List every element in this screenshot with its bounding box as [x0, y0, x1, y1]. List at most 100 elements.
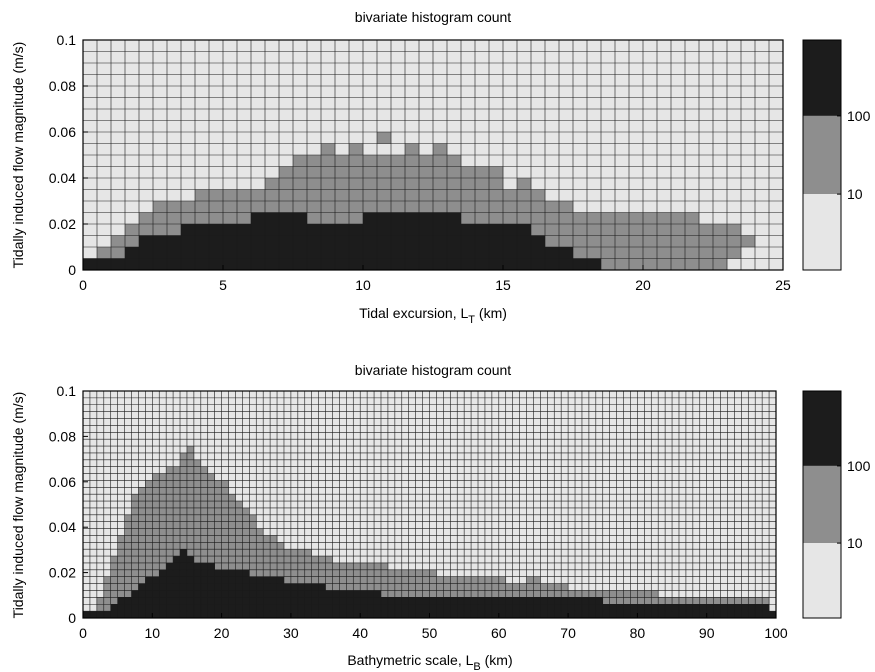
histogram-cell — [297, 597, 306, 605]
histogram-cell — [346, 597, 354, 605]
histogram-cell — [290, 562, 299, 571]
histogram-cell — [209, 247, 224, 259]
histogram-cell — [186, 487, 195, 495]
histogram-cell — [186, 446, 195, 454]
histogram-cell — [180, 549, 188, 557]
histogram-cell — [559, 235, 574, 248]
histogram-cell — [588, 597, 597, 605]
histogram-cell — [335, 247, 350, 259]
histogram-cell — [374, 597, 382, 605]
colorbar-tick-label: 100 — [847, 108, 871, 124]
histogram-cell — [180, 480, 188, 488]
histogram-cell — [207, 480, 215, 488]
histogram-cell — [601, 224, 616, 236]
histogram-cell — [214, 611, 222, 619]
histogram-cell — [699, 235, 714, 248]
histogram-cell — [228, 556, 236, 564]
histogram-cell — [265, 247, 280, 259]
histogram-cell — [242, 611, 250, 619]
histogram-cell — [180, 466, 188, 474]
histogram-cell — [209, 258, 224, 271]
histogram-cell — [297, 604, 306, 612]
histogram-cell — [321, 189, 336, 202]
histogram-cell — [637, 604, 645, 612]
histogram-cell — [616, 604, 624, 612]
histogram-cell — [321, 155, 336, 167]
histogram-cell — [405, 224, 420, 236]
histogram-cell — [573, 258, 588, 271]
histogram-cell — [159, 549, 167, 557]
histogram-cell — [615, 247, 630, 259]
histogram-cell — [221, 597, 229, 605]
histogram-cell — [200, 604, 209, 612]
histogram-cell — [450, 611, 458, 619]
histogram-cell — [304, 590, 312, 598]
histogram-cell — [512, 611, 520, 619]
histogram-cell — [547, 590, 555, 598]
histogram-cell — [166, 480, 174, 488]
histogram-cell — [270, 556, 278, 564]
histogram-cell — [180, 562, 188, 571]
histogram-cell — [699, 224, 714, 236]
histogram-cell — [517, 178, 532, 190]
histogram-cell — [293, 189, 308, 202]
histogram-cell — [173, 480, 181, 488]
histogram-cell — [235, 521, 243, 529]
histogram-cell — [96, 597, 105, 605]
histogram-cell — [242, 604, 250, 612]
histogram-cell — [422, 604, 430, 612]
histogram-cell — [685, 224, 700, 236]
top-chart-y-axis-label: Tidally induced flow magnitude (m/s) — [10, 42, 26, 269]
histogram-cell — [180, 535, 188, 543]
histogram-cell — [159, 556, 167, 564]
histogram-cell — [464, 590, 472, 598]
histogram-cell — [503, 224, 518, 236]
histogram-cell — [221, 569, 229, 578]
histogram-cell — [173, 590, 181, 598]
histogram-cell — [131, 501, 139, 509]
histogram-cell — [380, 597, 389, 605]
histogram-cell — [223, 224, 238, 236]
histogram-cell — [685, 597, 694, 605]
histogram-cell — [124, 556, 132, 564]
histogram-cell — [186, 556, 195, 564]
histogram-cell — [200, 569, 209, 578]
histogram-cell — [209, 212, 224, 225]
histogram-cell — [228, 583, 236, 591]
histogram-cell — [125, 235, 140, 248]
histogram-cell — [433, 155, 448, 167]
histogram-cell — [304, 597, 312, 605]
histogram-cell — [419, 201, 434, 213]
histogram-cell — [159, 535, 167, 543]
bottom-chart: bivariate histogram count 0 10 20 30 40 50 60 7… — [10, 362, 871, 672]
bottom-chart-x-axis-label: Bathymetric scale, LB (km) — [347, 652, 512, 672]
histogram-cell — [242, 583, 250, 591]
histogram-cell — [131, 514, 139, 522]
histogram-cell — [748, 604, 756, 612]
histogram-cell — [491, 604, 500, 612]
histogram-cell — [181, 235, 196, 248]
histogram-cell — [561, 590, 569, 598]
histogram-cell — [207, 604, 215, 612]
histogram-cell — [720, 604, 728, 612]
histogram-cell — [408, 569, 416, 578]
histogram-cell — [526, 597, 534, 605]
histogram-cell — [277, 556, 285, 564]
histogram-cell — [270, 569, 278, 578]
histogram-cell — [249, 569, 257, 578]
histogram-cell — [186, 583, 195, 591]
histogram-cell — [429, 597, 437, 605]
histogram-cell — [131, 583, 139, 591]
histogram-cell — [311, 611, 319, 619]
histogram-cell — [307, 155, 322, 167]
histogram-cell — [297, 556, 306, 564]
histogram-cell — [242, 535, 250, 543]
histogram-cell — [671, 258, 686, 271]
histogram-cell — [186, 501, 195, 509]
histogram-cell — [221, 480, 229, 488]
colorbar-segment-mid — [803, 115, 841, 195]
histogram-cell — [503, 247, 518, 259]
histogram-cell — [180, 604, 188, 612]
histogram-cell — [152, 535, 160, 543]
histogram-cell — [277, 590, 285, 598]
